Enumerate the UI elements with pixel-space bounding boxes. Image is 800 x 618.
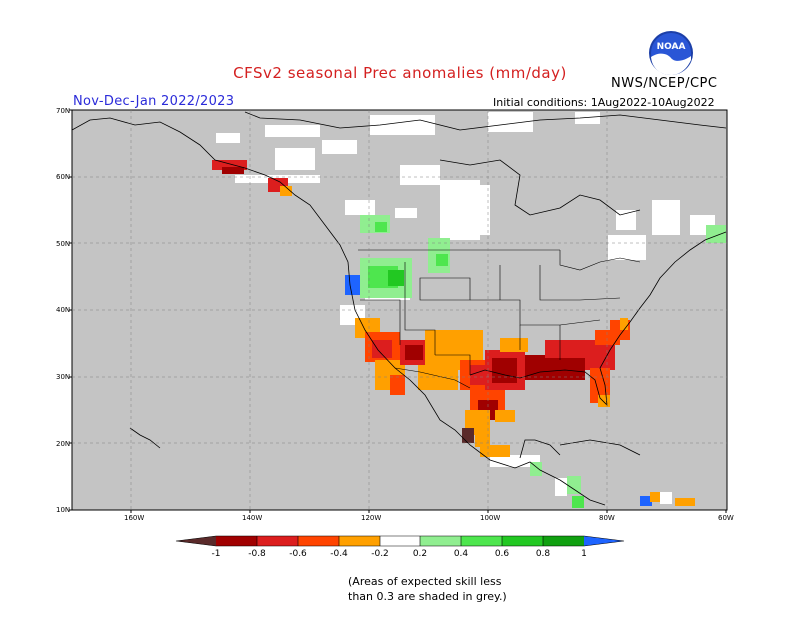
color-legend: -1 -0.8 -0.6 -0.4 -0.2 0.2 0.4 0.6 0.8 1	[175, 535, 625, 559]
legend-label: -0.4	[330, 549, 348, 559]
legend-swatch-gt-1	[584, 536, 624, 546]
legend-swatch	[502, 536, 543, 546]
season-label: Nov-Dec-Jan 2022/2023	[73, 94, 235, 109]
legend-label: 0.2	[413, 549, 427, 559]
legend-swatch	[543, 536, 584, 546]
legend-swatch-lt-neg1	[176, 536, 216, 546]
legend-swatch	[298, 536, 339, 546]
latitude-labels: 70N 60N 50N 40N 30N 20N 10N	[56, 107, 70, 514]
anomaly-map: 70N 60N 50N 40N 30N 20N 10N 160W 140W 12…	[56, 107, 734, 522]
initial-conditions-label: Initial conditions: 1Aug2022-10Aug2022	[493, 96, 715, 109]
latitude-ticks	[69, 109, 72, 511]
legend-swatch	[420, 536, 461, 546]
lat-tick-label: 20N	[56, 440, 70, 448]
skill-note-line: (Areas of expected skill less	[348, 575, 502, 588]
dry-anomalies	[212, 160, 695, 506]
graticule	[72, 110, 727, 510]
longitude-labels: 160W 140W 120W 100W 80W 60W	[124, 514, 734, 522]
legend-swatch	[461, 536, 502, 546]
lon-tick-label: 80W	[599, 514, 615, 522]
lon-tick-label: 100W	[480, 514, 500, 522]
lon-tick-label: 60W	[718, 514, 734, 522]
lat-tick-label: 30N	[56, 373, 70, 381]
wet-anomalies	[345, 215, 726, 508]
legend-swatch	[257, 536, 298, 546]
legend-label: 0.4	[454, 549, 469, 559]
legend-swatch	[339, 536, 380, 546]
political-borders	[358, 249, 641, 389]
lat-tick-label: 10N	[56, 506, 70, 514]
lat-tick-label: 40N	[56, 306, 70, 314]
legend-swatch	[380, 536, 420, 546]
legend-label: 0.8	[536, 549, 551, 559]
lon-tick-label: 160W	[124, 514, 144, 522]
legend-label: 0.6	[495, 549, 510, 559]
logo-text: NOAA	[657, 42, 686, 52]
legend-label: -0.8	[248, 549, 266, 559]
skill-note: (Areas of expected skill less than 0.3 a…	[348, 574, 507, 604]
lat-tick-label: 50N	[56, 240, 70, 248]
legend-label: -0.6	[289, 549, 307, 559]
legend-label: -1	[212, 549, 221, 559]
map-title: CFSv2 seasonal Prec anomalies (mm/day)	[233, 64, 567, 82]
legend-swatch	[216, 536, 257, 546]
legend-label: 1	[581, 549, 587, 559]
legend-label: -0.2	[371, 549, 389, 559]
lon-tick-label: 140W	[242, 514, 262, 522]
coastlines	[71, 111, 727, 506]
lat-tick-label: 70N	[56, 107, 70, 115]
lat-tick-label: 60N	[56, 173, 70, 181]
noaa-logo: NOAA	[649, 31, 693, 75]
longitude-ticks	[130, 510, 727, 513]
skill-note-line: than 0.3 are shaded in grey.)	[348, 590, 507, 603]
agency-label: NWS/NCEP/CPC	[611, 76, 718, 91]
lon-tick-label: 120W	[361, 514, 381, 522]
